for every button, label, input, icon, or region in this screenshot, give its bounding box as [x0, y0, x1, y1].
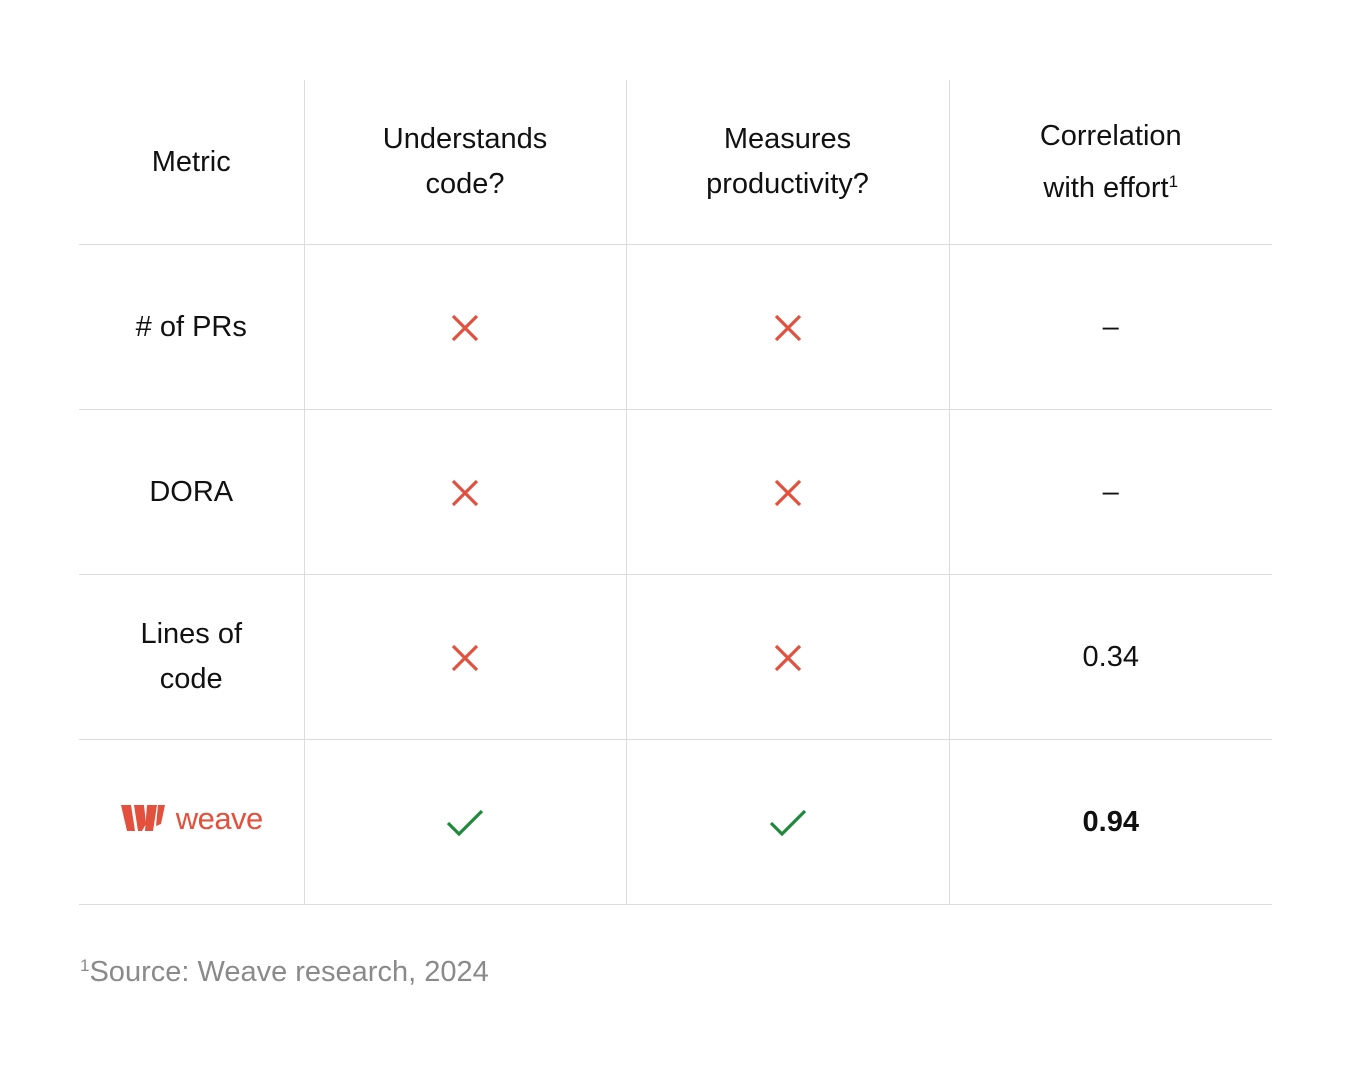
header-measures-line2: productivity?	[706, 168, 869, 200]
correlation-value: –	[1102, 475, 1119, 508]
comparison-table: Metric Understands code? Measures produc…	[79, 80, 1272, 905]
measures-cell	[625, 244, 949, 410]
correlation-value: 0.94	[1082, 805, 1139, 838]
header-measures-line1: Measures	[723, 123, 852, 155]
header-understands-line2: code?	[425, 168, 505, 200]
correlation-value: 0.34	[1082, 640, 1139, 673]
metric-cell: Lines of code	[79, 574, 304, 740]
weave-brand-name: weave	[175, 800, 264, 836]
table-row-weave: weave 0.94	[79, 739, 1272, 905]
header-measures-productivity: Measures productivity?	[625, 80, 949, 245]
cross-icon	[774, 314, 801, 341]
cross-icon	[774, 644, 801, 671]
footnote-text: Source: Weave research, 2024	[89, 956, 489, 988]
header-row: Metric Understands code? Measures produc…	[79, 80, 1272, 245]
understands-cell	[303, 244, 626, 410]
understands-cell	[303, 739, 626, 905]
metric-cell: weave	[79, 739, 304, 905]
metric-cell: DORA	[79, 409, 304, 575]
header-metric: Metric	[79, 80, 304, 245]
check-icon	[769, 809, 806, 837]
table-row-prs: # of PRs –	[79, 244, 1272, 410]
measures-cell	[625, 409, 949, 575]
header-correlation: Correlation with effort1	[948, 80, 1272, 245]
understands-cell	[303, 574, 626, 740]
correlation-cell: –	[948, 409, 1272, 575]
table-row-dora: DORA –	[79, 409, 1272, 575]
table-row-lines-of-code: Lines of code 0.34	[79, 574, 1272, 740]
metric-label-line1: Lines of	[140, 618, 243, 650]
footnote: 1Source: Weave research, 2024	[80, 956, 489, 989]
weave-brand: weave	[120, 796, 263, 841]
cross-icon	[451, 479, 479, 506]
header-correlation-line1: Correlation	[1039, 119, 1182, 152]
weave-logo-icon	[120, 805, 165, 832]
correlation-cell: 0.34	[948, 574, 1272, 740]
understands-cell	[303, 409, 626, 575]
cross-icon	[451, 314, 479, 341]
header-understands-line1: Understands	[382, 123, 548, 155]
check-icon	[446, 809, 484, 837]
correlation-cell: –	[948, 244, 1272, 410]
footnote-marker: 1	[80, 956, 90, 975]
header-correlation-line2: with effort1	[1043, 171, 1179, 204]
cross-icon	[774, 479, 801, 506]
header-understands-code: Understands code?	[303, 80, 626, 245]
metric-label: # of PRs	[135, 310, 247, 343]
measures-cell	[625, 574, 949, 740]
footnote-marker: 1	[1168, 171, 1179, 191]
measures-cell	[625, 739, 949, 905]
metric-label-line2: code	[159, 663, 223, 695]
metric-label: DORA	[149, 475, 234, 508]
correlation-value: –	[1102, 310, 1119, 343]
metric-cell: # of PRs	[79, 244, 304, 410]
correlation-cell: 0.94	[948, 739, 1272, 905]
cross-icon	[451, 644, 479, 671]
